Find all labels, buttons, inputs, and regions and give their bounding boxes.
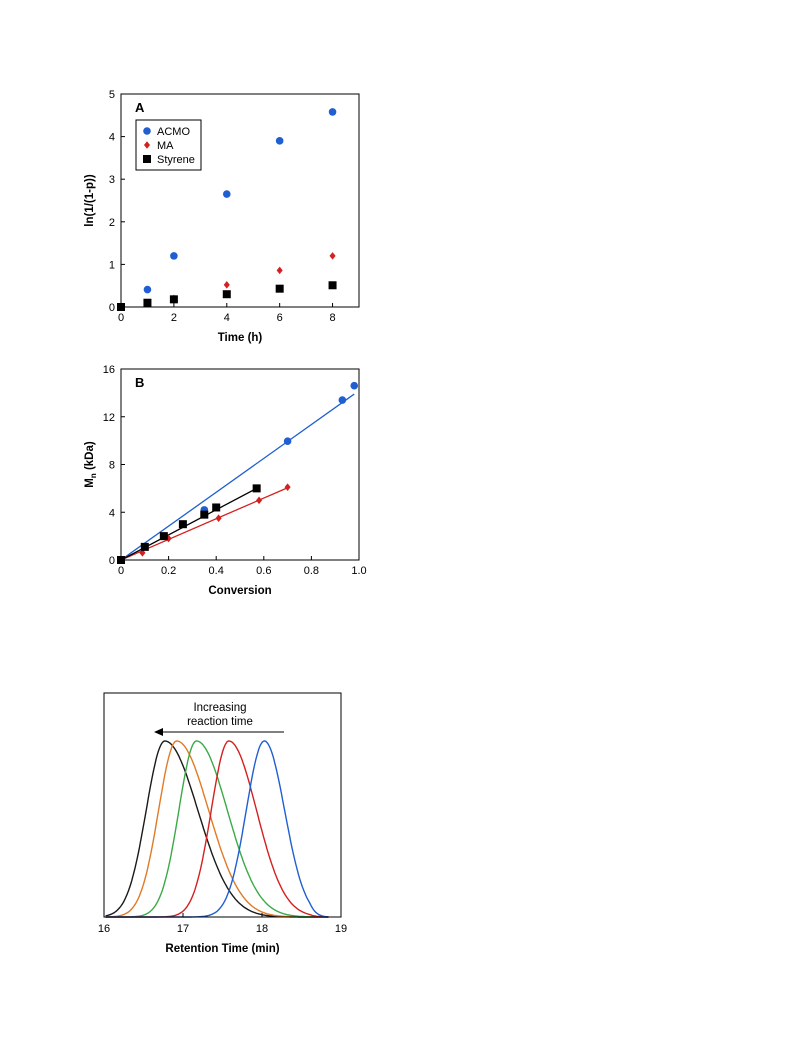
- data-point-square: [252, 484, 261, 493]
- x-tick-label: 1.0: [351, 565, 366, 577]
- data-point-styrene: [275, 284, 284, 293]
- data-point-diamond: [284, 483, 291, 491]
- data-point-square: [212, 503, 221, 512]
- legend-marker-ma: [143, 141, 151, 149]
- panel-c-trace-lines: [105, 740, 329, 918]
- panel-a-ticks: 0 2 4 6 8 0 1 2 3 4 5: [109, 89, 336, 324]
- y-tick-label: 3: [109, 174, 115, 186]
- panel-b-x-axis-label: Conversion: [208, 585, 271, 597]
- data-point-acmo: [170, 252, 178, 260]
- y-tick-label: 2: [109, 217, 115, 229]
- panel-c-annotation-line-1: Increasing: [193, 702, 246, 714]
- y-tick-label: 5: [109, 89, 115, 101]
- panel-c-annotation-arrowhead: [154, 728, 163, 736]
- panel-c-ticks: 16 17 18 19: [98, 913, 347, 935]
- legend-label-acmo: ACMO: [157, 126, 190, 138]
- panel-a-letter: A: [135, 100, 145, 115]
- panel-a-legend: ACMO MA Styrene: [135, 119, 202, 171]
- data-point-square: [178, 520, 187, 529]
- data-point-square: [140, 542, 149, 551]
- data-point-square: [200, 510, 209, 519]
- legend-label-styrene: Styrene: [157, 154, 195, 166]
- data-point-acmo: [275, 137, 284, 145]
- gpc-trace-2: [105, 740, 329, 918]
- panel-b-mn-vs-conversion: 0 0.2 0.4 0.6 0.8 1.0 0 4 8 12 16 B Conversion Mn …: [84, 364, 367, 597]
- data-point-square: [159, 532, 168, 541]
- y-tick-label: 4: [109, 132, 115, 144]
- panel-a-plot-frame: [120, 93, 360, 308]
- x-tick-label: 0: [118, 565, 124, 577]
- x-tick-label: 2: [171, 312, 177, 324]
- panel-a-x-axis-label: Time (h): [218, 332, 263, 344]
- x-tick-label: 0.4: [209, 565, 224, 577]
- data-point-circle: [338, 396, 347, 404]
- x-tick-label: 4: [224, 312, 230, 324]
- y-tick-label: 1: [109, 259, 115, 271]
- x-tick-label: 0: [118, 312, 124, 324]
- data-point-acmo: [328, 108, 337, 116]
- gpc-trace-1: [105, 740, 329, 918]
- data-point-circle: [350, 381, 359, 390]
- data-point-ma: [223, 281, 230, 289]
- panel-c-plot-frame: [103, 692, 342, 918]
- data-point-ma: [329, 252, 336, 260]
- data-point-styrene: [328, 281, 337, 290]
- data-point-acmo: [143, 285, 152, 294]
- panel-b-y-axis-label: Mn (kDa): [84, 441, 98, 488]
- panel-b-plot-frame: [120, 368, 360, 561]
- y-tick-label: 0: [109, 302, 115, 314]
- data-point-styrene: [169, 295, 178, 304]
- data-point-circle: [283, 437, 292, 446]
- y-tick-label: 12: [103, 412, 115, 424]
- x-tick-label: 0.8: [304, 565, 319, 577]
- gpc-trace-4: [105, 740, 329, 918]
- x-tick-label: 0.6: [256, 565, 271, 577]
- data-point-diamond: [256, 496, 263, 505]
- panel-a-conversion-kinetics: 0 2 4 6 8 0 1 2 3 4 5 A Time (h) ln(1/(1-p)) ACMO M…: [84, 89, 360, 344]
- gpc-trace-5: [105, 740, 329, 918]
- x-tick-label: 16: [98, 923, 110, 935]
- y-tick-label: 4: [109, 507, 115, 519]
- panel-b-y-label-main: M: [84, 478, 96, 488]
- x-tick-label: 0.2: [161, 565, 176, 577]
- data-point-acmo: [222, 190, 231, 198]
- panel-b-letter: B: [135, 375, 144, 390]
- data-point-styrene: [222, 290, 231, 299]
- panel-b-ticks: 0 0.2 0.4 0.6 0.8 1.0 0 4 8 12 16: [103, 364, 367, 577]
- x-tick-label: 17: [177, 923, 189, 935]
- data-point-diamond: [139, 549, 146, 557]
- panel-a-y-axis-label: ln(1/(1-p)): [84, 174, 96, 227]
- data-point-styrene: [143, 298, 152, 307]
- legend-marker-styrene: [143, 155, 151, 163]
- y-tick-label: 0: [109, 555, 115, 567]
- panel-b-fit-lines: [120, 393, 355, 561]
- legend-label-ma: MA: [157, 140, 174, 152]
- y-tick-label: 8: [109, 460, 115, 472]
- panel-b-y-label-sub: n: [89, 473, 98, 478]
- panel-c-x-axis-label: Retention Time (min): [165, 943, 279, 955]
- x-tick-label: 19: [335, 923, 347, 935]
- x-tick-label: 6: [277, 312, 283, 324]
- data-point-diamond: [215, 514, 222, 523]
- legend-marker-acmo: [143, 127, 151, 135]
- panel-c-annotation-line-2: reaction time: [187, 716, 253, 728]
- panel-b-y-label-unit: (kDa): [84, 441, 96, 473]
- y-tick-label: 16: [103, 364, 115, 376]
- fit-line-circle: [120, 393, 355, 561]
- x-tick-label: 18: [256, 923, 268, 935]
- x-tick-label: 8: [329, 312, 335, 324]
- data-point-ma: [276, 266, 283, 275]
- gpc-trace-3: [105, 740, 329, 918]
- panel-c-gpc-traces: 16 17 18 19 Retention Time (min) Increasing…: [98, 692, 347, 955]
